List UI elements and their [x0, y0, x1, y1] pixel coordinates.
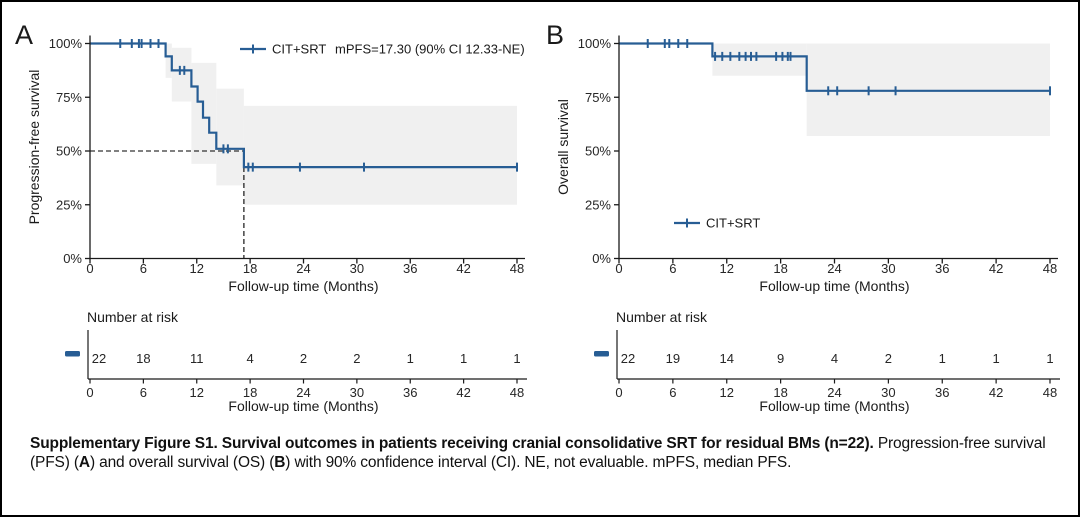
x-tick-label: 24 [296, 261, 310, 276]
survival-charts: 0%25%50%75%100%0 6 12 18 24 30 36 42 48Follow-up… [26, 35, 1060, 414]
risk-table-title: Number at risk [87, 309, 179, 325]
panel-label-a: A [15, 20, 34, 50]
risk-x-tick-label: 18 [243, 385, 257, 400]
risk-count: 22 [621, 351, 635, 366]
y-tick-label: 75% [585, 90, 611, 105]
figure-caption: Supplementary Figure S1. Survival outcom… [30, 434, 1054, 472]
risk-count: 4 [247, 351, 254, 366]
risk-count: 22 [92, 351, 106, 366]
y-tick-label: 75% [56, 90, 82, 105]
km-panel-a: 0%25%50%75%100%0 6 12 18 24 30 36 42 48Follow-up… [26, 35, 527, 414]
risk-x-tick-label: 0 [615, 385, 622, 400]
x-tick-label: 42 [456, 261, 470, 276]
risk-count: 4 [831, 351, 838, 366]
km-panel-b: 0%25%50%75%100%0 6 12 18 24 30 36 42 48Follow-up… [555, 35, 1060, 414]
x-tick-label: 12 [720, 261, 734, 276]
x-tick-label: 36 [935, 261, 949, 276]
x-tick-label: 12 [190, 261, 204, 276]
risk-count: 19 [666, 351, 680, 366]
risk-x-tick-label: 6 [669, 385, 676, 400]
km-curve [619, 42, 1050, 92]
risk-count: 1 [993, 351, 1000, 366]
risk-x-axis-title: Follow-up time (Months) [759, 398, 909, 414]
x-tick-label: 42 [989, 261, 1003, 276]
caption-body: ) with 90% confidence interval (CI). NE,… [285, 454, 792, 471]
risk-count: 9 [777, 351, 784, 366]
ci-band [165, 43, 172, 78]
risk-count: 1 [939, 351, 946, 366]
risk-count: 1 [407, 351, 414, 366]
caption-body: Progression-free survival (PFS) ( [30, 435, 1046, 471]
caption-bold-b: B [274, 454, 286, 471]
risk-count: 2 [300, 351, 307, 366]
ci-band [216, 88, 244, 186]
caption-bold-a: A [78, 454, 90, 471]
risk-x-tick-label: 36 [935, 385, 949, 400]
risk-count: 2 [885, 351, 892, 366]
ci-band [712, 43, 807, 76]
x-tick-label: 6 [140, 261, 147, 276]
panel-label-b: B [546, 20, 565, 50]
y-tick-label: 50% [56, 144, 82, 159]
y-axis-title: Overall survival [555, 99, 571, 195]
risk-x-tick-label: 42 [989, 385, 1003, 400]
risk-x-axis-title: Follow-up time (Months) [228, 398, 378, 414]
risk-count: 14 [720, 351, 734, 366]
y-tick-label: 0% [63, 251, 82, 266]
x-tick-label: 36 [403, 261, 417, 276]
x-tick-label: 18 [773, 261, 787, 276]
y-tick-label: 50% [585, 144, 611, 159]
y-tick-label: 25% [56, 197, 82, 212]
x-axis-title: Follow-up time (Months) [759, 278, 909, 294]
risk-x-tick-label: 30 [881, 385, 895, 400]
risk-x-tick-label: 42 [456, 385, 470, 400]
caption-body: ) and overall survival (OS) ( [89, 454, 275, 471]
caption-title: Supplementary Figure S1. Survival outcom… [30, 435, 874, 452]
x-tick-label: 48 [510, 261, 524, 276]
x-tick-label: 30 [350, 261, 364, 276]
x-tick-label: 18 [243, 261, 257, 276]
y-tick-label: 100% [49, 36, 83, 51]
risk-count: 1 [460, 351, 467, 366]
risk-count: 2 [353, 351, 360, 366]
risk-x-tick-label: 48 [510, 385, 524, 400]
risk-x-tick-label: 18 [773, 385, 787, 400]
x-tick-label: 30 [881, 261, 895, 276]
risk-x-tick-label: 36 [403, 385, 417, 400]
risk-count: 1 [1046, 351, 1053, 366]
y-tick-label: 100% [578, 36, 612, 51]
legend-series-label: CIT+SRT [272, 42, 326, 57]
y-tick-label: 0% [592, 251, 611, 266]
risk-x-tick-label: 0 [86, 385, 93, 400]
risk-count: 11 [190, 351, 204, 366]
legend-annotation: mPFS=17.30 (90% CI 12.33-NE) [335, 42, 525, 57]
risk-series-dash-marker [594, 351, 609, 357]
risk-x-tick-label: 24 [296, 385, 310, 400]
risk-count: 18 [136, 351, 150, 366]
x-axis-title: Follow-up time (Months) [228, 278, 378, 294]
ci-band [243, 105, 517, 205]
risk-x-tick-label: 48 [1043, 385, 1057, 400]
risk-x-tick-label: 6 [140, 385, 147, 400]
risk-x-tick-label: 24 [827, 385, 841, 400]
km-curve [90, 42, 517, 169]
legend-series-label: CIT+SRT [706, 216, 760, 231]
x-tick-label: 24 [827, 261, 841, 276]
risk-x-tick-label: 12 [720, 385, 734, 400]
y-tick-label: 25% [585, 197, 611, 212]
x-tick-label: 0 [86, 261, 93, 276]
x-tick-label: 6 [669, 261, 676, 276]
x-tick-label: 0 [615, 261, 622, 276]
x-tick-label: 48 [1043, 261, 1057, 276]
risk-series-dash-marker [65, 351, 80, 357]
y-axis-title: Progression-free survival [26, 70, 42, 225]
risk-table-title: Number at risk [616, 309, 708, 325]
risk-count: 1 [513, 351, 520, 366]
risk-x-tick-label: 30 [350, 385, 364, 400]
ci-band [171, 47, 192, 102]
risk-x-tick-label: 12 [190, 385, 204, 400]
